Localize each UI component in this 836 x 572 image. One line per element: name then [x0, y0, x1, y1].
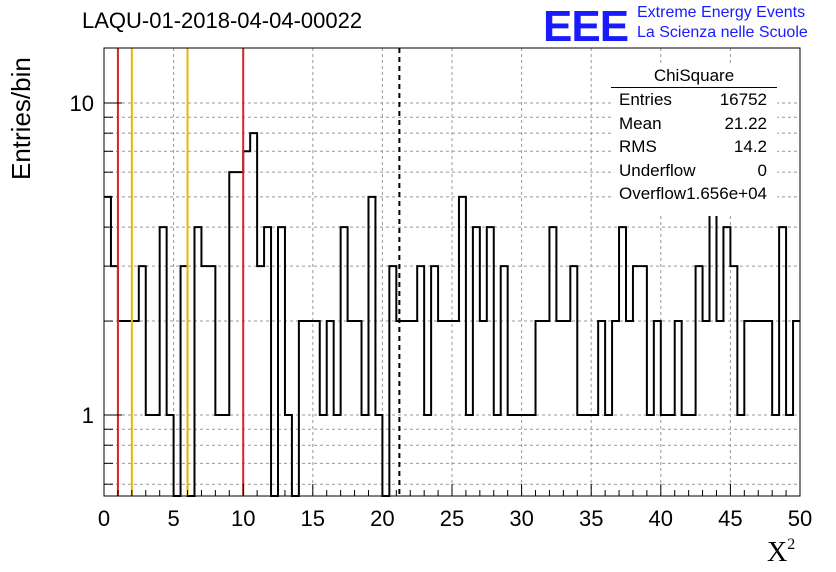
chart-title: LAQU-01-2018-04-04-00022 [82, 8, 363, 33]
stats-row-rms: RMS 14.2 [619, 137, 767, 156]
x-tick-label: 50 [788, 506, 812, 531]
logo-line-2: La Scienza nelle Scuole [637, 24, 808, 41]
x-tick-label: 45 [718, 506, 742, 531]
y-axis-label: Entries/bin [6, 57, 36, 180]
stats-row-entries: Entries 16752 [619, 90, 767, 109]
x-tick-label: 5 [167, 506, 179, 531]
x-tick-label: 0 [98, 506, 110, 531]
logo-line-1: Extreme Energy Events [637, 4, 806, 21]
stats-row-mean: Mean 21.22 [619, 113, 767, 133]
y-tick-label: 10 [70, 91, 94, 116]
stats-row-overflow: Overflow 1.656e+04 [619, 184, 767, 203]
y-tick-label: 1 [82, 403, 94, 428]
x-tick-label: 35 [579, 506, 603, 531]
histogram-series [104, 132, 800, 497]
x-tick-label: 25 [440, 506, 464, 531]
stats-box: ChiSquare Entries 16752 Mean 21.22 RMS 14.2… [611, 66, 777, 216]
stats-row-underflow: Underflow 0 [619, 160, 767, 180]
stats-title: ChiSquare [611, 66, 777, 88]
x-axis-label: X2 [767, 536, 796, 568]
x-tick-label: 30 [509, 506, 533, 531]
x-tick-label: 40 [649, 506, 673, 531]
eee-logo: EEE [543, 2, 629, 51]
x-tick-label: 10 [231, 506, 255, 531]
x-tick-label: 15 [301, 506, 325, 531]
x-tick-label: 20 [370, 506, 394, 531]
